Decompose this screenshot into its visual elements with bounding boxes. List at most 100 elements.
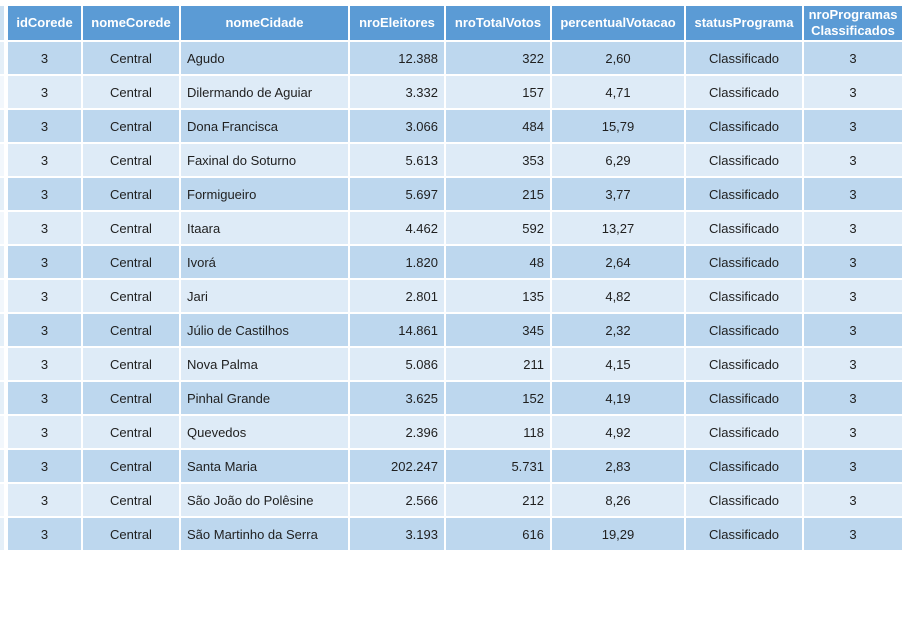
cell-nroTotalVotos: 152 xyxy=(446,382,550,414)
cell-nomeCidade: São Martinho da Serra xyxy=(181,518,348,550)
table-row: 3 Central Nova Palma 5.086 211 4,15 Classifica… xyxy=(8,348,902,380)
cell-idCorede: 3 xyxy=(8,42,81,74)
cell-statusPrograma: Classificado xyxy=(686,518,802,550)
cell-statusPrograma: Classificado xyxy=(686,144,802,176)
cell-statusPrograma: Classificado xyxy=(686,484,802,516)
cell-percentualVotacao: 2,64 xyxy=(552,246,684,278)
cell-nroEleitores: 5.697 xyxy=(350,178,444,210)
cell-nomeCorede: Central xyxy=(83,280,179,312)
cell-nroProgramasClassificados: 3 xyxy=(804,450,902,482)
column-header-nroProgramasClassificados: nroProgramas Classificados xyxy=(804,6,902,40)
cell-nroTotalVotos: 135 xyxy=(446,280,550,312)
cell-percentualVotacao: 8,26 xyxy=(552,484,684,516)
cell-nomeCidade: Faxinal do Soturno xyxy=(181,144,348,176)
cell-idCorede: 3 xyxy=(8,484,81,516)
cell-nomeCorede: Central xyxy=(83,246,179,278)
table-row: 3 Central Formigueiro 5.697 215 3,77 Classific… xyxy=(8,178,902,210)
cell-nroTotalVotos: 211 xyxy=(446,348,550,380)
cell-statusPrograma: Classificado xyxy=(686,246,802,278)
cell-statusPrograma: Classificado xyxy=(686,314,802,346)
column-header-statusPrograma: statusPrograma xyxy=(686,6,802,40)
cell-idCorede: 3 xyxy=(8,348,81,380)
cell-percentualVotacao: 2,32 xyxy=(552,314,684,346)
cell-percentualVotacao: 3,77 xyxy=(552,178,684,210)
cell-nroProgramasClassificados: 3 xyxy=(804,382,902,414)
cell-statusPrograma: Classificado xyxy=(686,348,802,380)
cell-nroEleitores: 2.396 xyxy=(350,416,444,448)
cell-percentualVotacao: 4,19 xyxy=(552,382,684,414)
cell-nomeCorede: Central xyxy=(83,382,179,414)
table-row: 3 Central São Martinho da Serra 3.193 616 19,… xyxy=(8,518,902,550)
cell-percentualVotacao: 19,29 xyxy=(552,518,684,550)
cell-idCorede: 3 xyxy=(8,450,81,482)
cell-percentualVotacao: 13,27 xyxy=(552,212,684,244)
cell-idCorede: 3 xyxy=(8,212,81,244)
cell-nomeCorede: Central xyxy=(83,518,179,550)
cropped-cell-sliver-rows xyxy=(0,42,4,550)
cell-nomeCorede: Central xyxy=(83,212,179,244)
cell-nroTotalVotos: 48 xyxy=(446,246,550,278)
cell-nroEleitores: 1.820 xyxy=(350,246,444,278)
cell-nroProgramasClassificados: 3 xyxy=(804,178,902,210)
column-header-nomeCorede: nomeCorede xyxy=(83,6,179,40)
cell-nomeCorede: Central xyxy=(83,110,179,142)
table-row: 3 Central Santa Maria 202.247 5.731 2,83 Class… xyxy=(8,450,902,482)
cell-nroTotalVotos: 215 xyxy=(446,178,550,210)
cell-percentualVotacao: 4,71 xyxy=(552,76,684,108)
cell-percentualVotacao: 4,82 xyxy=(552,280,684,312)
table-row: 3 Central Pinhal Grande 3.625 152 4,19 Classif… xyxy=(8,382,902,414)
cell-nomeCorede: Central xyxy=(83,314,179,346)
cell-nomeCidade: Santa Maria xyxy=(181,450,348,482)
column-header-percentualVotacao: percentualVotacao xyxy=(552,6,684,40)
table-row: 3 Central São João do Polêsine 2.566 212 8,26… xyxy=(8,484,902,516)
cell-nomeCorede: Central xyxy=(83,144,179,176)
cell-nroEleitores: 2.566 xyxy=(350,484,444,516)
cell-nomeCidade: Júlio de Castilhos xyxy=(181,314,348,346)
cell-nroTotalVotos: 212 xyxy=(446,484,550,516)
cell-nroTotalVotos: 353 xyxy=(446,144,550,176)
column-header-idCorede: idCorede xyxy=(8,6,81,40)
cell-idCorede: 3 xyxy=(8,144,81,176)
cell-percentualVotacao: 6,29 xyxy=(552,144,684,176)
cell-nroTotalVotos: 322 xyxy=(446,42,550,74)
cell-idCorede: 3 xyxy=(8,280,81,312)
column-header-nroEleitores: nroEleitores xyxy=(350,6,444,40)
cell-nroProgramasClassificados: 3 xyxy=(804,416,902,448)
cell-statusPrograma: Classificado xyxy=(686,110,802,142)
cell-idCorede: 3 xyxy=(8,76,81,108)
cell-nroTotalVotos: 157 xyxy=(446,76,550,108)
cell-nomeCorede: Central xyxy=(83,348,179,380)
cell-nomeCidade: Itaara xyxy=(181,212,348,244)
column-header-nroTotalVotos: nroTotalVotos xyxy=(446,6,550,40)
cell-nomeCidade: Formigueiro xyxy=(181,178,348,210)
cell-idCorede: 3 xyxy=(8,110,81,142)
cell-nroProgramasClassificados: 3 xyxy=(804,110,902,142)
cell-nomeCidade: Nova Palma xyxy=(181,348,348,380)
table-row: 3 Central Agudo 12.388 322 2,60 Classificado 3 xyxy=(8,42,902,74)
cell-nomeCorede: Central xyxy=(83,416,179,448)
table-row: 3 Central Quevedos 2.396 118 4,92 Classificado… xyxy=(8,416,902,448)
cell-statusPrograma: Classificado xyxy=(686,76,802,108)
cell-statusPrograma: Classificado xyxy=(686,280,802,312)
cell-nroProgramasClassificados: 3 xyxy=(804,144,902,176)
cell-percentualVotacao: 2,60 xyxy=(552,42,684,74)
cell-nroEleitores: 4.462 xyxy=(350,212,444,244)
cell-nroTotalVotos: 484 xyxy=(446,110,550,142)
cell-statusPrograma: Classificado xyxy=(686,416,802,448)
cell-statusPrograma: Classificado xyxy=(686,450,802,482)
cell-nomeCidade: São João do Polêsine xyxy=(181,484,348,516)
cell-nomeCidade: Ivorá xyxy=(181,246,348,278)
cell-nomeCorede: Central xyxy=(83,484,179,516)
cell-nomeCorede: Central xyxy=(83,178,179,210)
header-row: idCorede nomeCorede nomeCidade nroEleitores… xyxy=(8,6,902,40)
table-row: 3 Central Dona Francisca 3.066 484 15,79 Class… xyxy=(8,110,902,142)
cell-nroProgramasClassificados: 3 xyxy=(804,484,902,516)
cell-nroTotalVotos: 345 xyxy=(446,314,550,346)
cell-nroEleitores: 3.066 xyxy=(350,110,444,142)
cell-statusPrograma: Classificado xyxy=(686,42,802,74)
cell-nroTotalVotos: 616 xyxy=(446,518,550,550)
cell-statusPrograma: Classificado xyxy=(686,178,802,210)
cell-idCorede: 3 xyxy=(8,382,81,414)
cell-nomeCorede: Central xyxy=(83,76,179,108)
